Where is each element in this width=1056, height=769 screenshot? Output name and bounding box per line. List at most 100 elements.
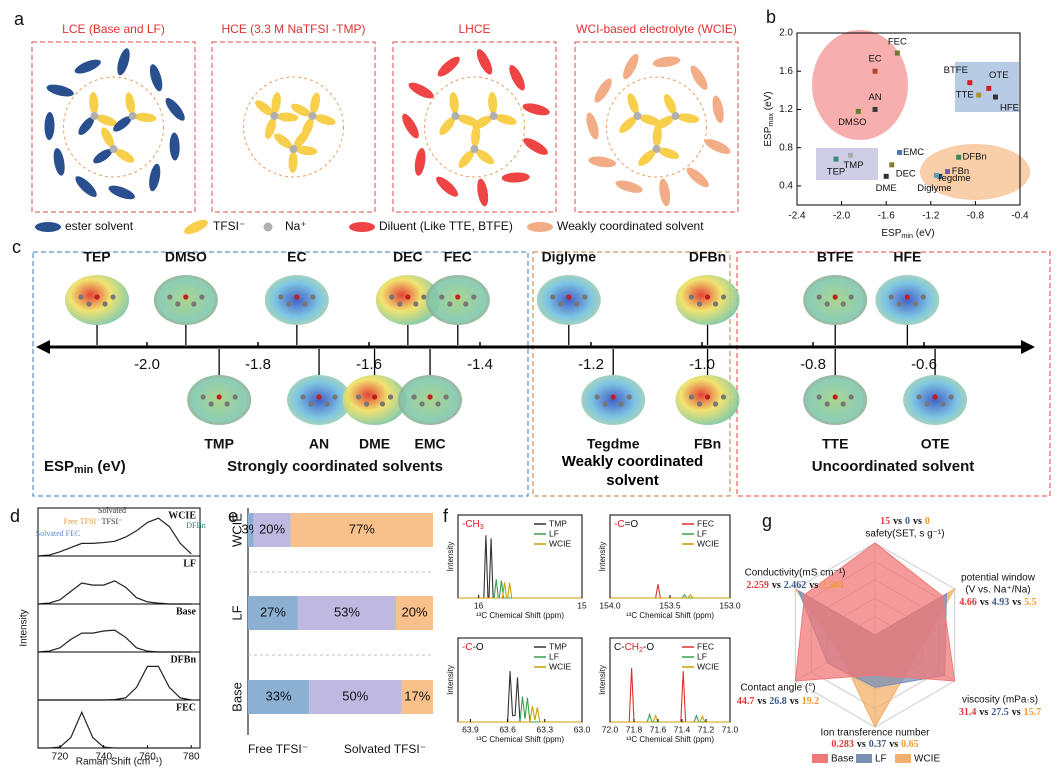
legend-label: LF: [697, 651, 707, 661]
molecule-icon: [93, 149, 113, 164]
bar-segment: [396, 596, 433, 630]
point: [883, 173, 889, 179]
atom: [840, 301, 846, 307]
axis-label: Conductivity(mS cm⁻¹): [745, 568, 846, 579]
point: [992, 94, 998, 100]
molecule-label: Diglyme: [542, 249, 597, 265]
highlight: [812, 30, 908, 140]
point: [976, 92, 982, 98]
point-label: Diglyme: [917, 183, 951, 194]
molecule-label: FBn: [694, 436, 721, 452]
molecule-label: FEC: [444, 249, 472, 265]
molecule-icon: [686, 167, 709, 188]
na-ion: [128, 112, 137, 120]
x-tick-label: 760: [139, 752, 156, 763]
molecule-icon: [477, 178, 489, 207]
molecule-label: HFE: [893, 249, 921, 265]
molecule-icon: [117, 48, 130, 76]
separator: vs: [790, 696, 799, 707]
subplot-title: -C-O: [462, 642, 484, 653]
group-box: [736, 251, 1051, 497]
separator: vs: [889, 739, 898, 750]
na-ion: [451, 112, 460, 120]
molecule-surface: [398, 375, 463, 425]
value-label: 5.5: [1024, 597, 1037, 608]
atom: [175, 301, 181, 307]
molecule-icon: [414, 148, 426, 176]
molecule-surface: [803, 375, 868, 425]
x-tick-label: -2.4: [788, 211, 806, 222]
molecule-icon: [663, 94, 677, 115]
atom: [932, 394, 938, 400]
atom: [411, 394, 417, 400]
separator: vs: [1012, 707, 1021, 718]
legend-label: WCIE: [697, 538, 720, 548]
point-label: TTE: [956, 90, 974, 101]
atom: [443, 394, 449, 400]
atom: [308, 401, 314, 407]
spectrum: [458, 582, 582, 599]
value-label: 77%: [349, 521, 375, 536]
atom: [294, 294, 300, 300]
spectrum: [458, 705, 582, 723]
atom: [924, 401, 930, 407]
x-axis-title: ¹³C Chemical Shift (ppm): [476, 611, 564, 620]
annotation: Solvated FEC: [36, 529, 81, 538]
molecule-icon: [619, 116, 637, 133]
molecule-surface: [287, 375, 352, 425]
molecule-icon: [436, 176, 459, 197]
molecule-icon: [149, 163, 161, 192]
legend-label: LF: [549, 651, 559, 661]
series-label: LF: [183, 558, 196, 569]
x-tick-label: 63.9: [462, 724, 479, 734]
atom: [286, 301, 292, 307]
x-axis-title-part: min: [901, 231, 913, 240]
separator: vs: [913, 516, 922, 527]
group-box: [532, 251, 731, 497]
molecule-icon: [310, 92, 320, 115]
point-label: DME: [876, 183, 897, 194]
x-tick-label: 63.6: [499, 724, 516, 734]
subplot-title-part: =O: [625, 519, 639, 530]
point-label: FBn: [952, 166, 969, 177]
category-label: LF: [229, 605, 244, 620]
molecule-icon: [35, 222, 61, 232]
legend-swatch: [812, 754, 828, 763]
plot-frame: [796, 32, 1021, 206]
atom: [720, 394, 727, 400]
y-tick-label: 0.4: [779, 181, 793, 192]
x-tick-label: -1.8: [245, 356, 271, 373]
y-axis-title: Intensity: [598, 665, 607, 695]
panel-label: a: [14, 9, 25, 29]
value-label: 27.5: [991, 707, 1009, 718]
x-tick-label: 71.2: [698, 724, 715, 734]
point-label: AN: [868, 92, 881, 103]
solvation-shell: [606, 76, 707, 178]
x-tick-label: -1.2: [922, 211, 940, 222]
molecule-label: BTFE: [817, 249, 854, 265]
molecule-icon: [255, 100, 274, 116]
molecule-icon: [101, 127, 115, 148]
molecule-icon: [276, 112, 299, 122]
molecule-label: DME: [359, 436, 390, 452]
separator: vs: [857, 739, 866, 750]
atom: [183, 294, 189, 300]
atom: [363, 401, 370, 407]
molecule-icon: [295, 145, 318, 156]
atom: [610, 394, 616, 400]
molecule-surface: [264, 275, 329, 325]
point-label: EC: [868, 54, 881, 65]
molecule-icon: [46, 84, 74, 97]
legend-label: WCIE: [549, 661, 572, 671]
atom: [840, 401, 846, 407]
separator: vs: [1012, 597, 1021, 608]
value-label: 4.66: [959, 597, 977, 608]
molecule-surface: [187, 375, 252, 425]
na-ion: [289, 145, 298, 153]
value-label: 0.283: [831, 739, 854, 750]
molecule-icon: [408, 82, 434, 99]
atom: [626, 394, 632, 400]
molecule-label: EMC: [414, 436, 445, 452]
molecule-icon: [509, 65, 525, 91]
molecule-icon: [301, 117, 314, 139]
